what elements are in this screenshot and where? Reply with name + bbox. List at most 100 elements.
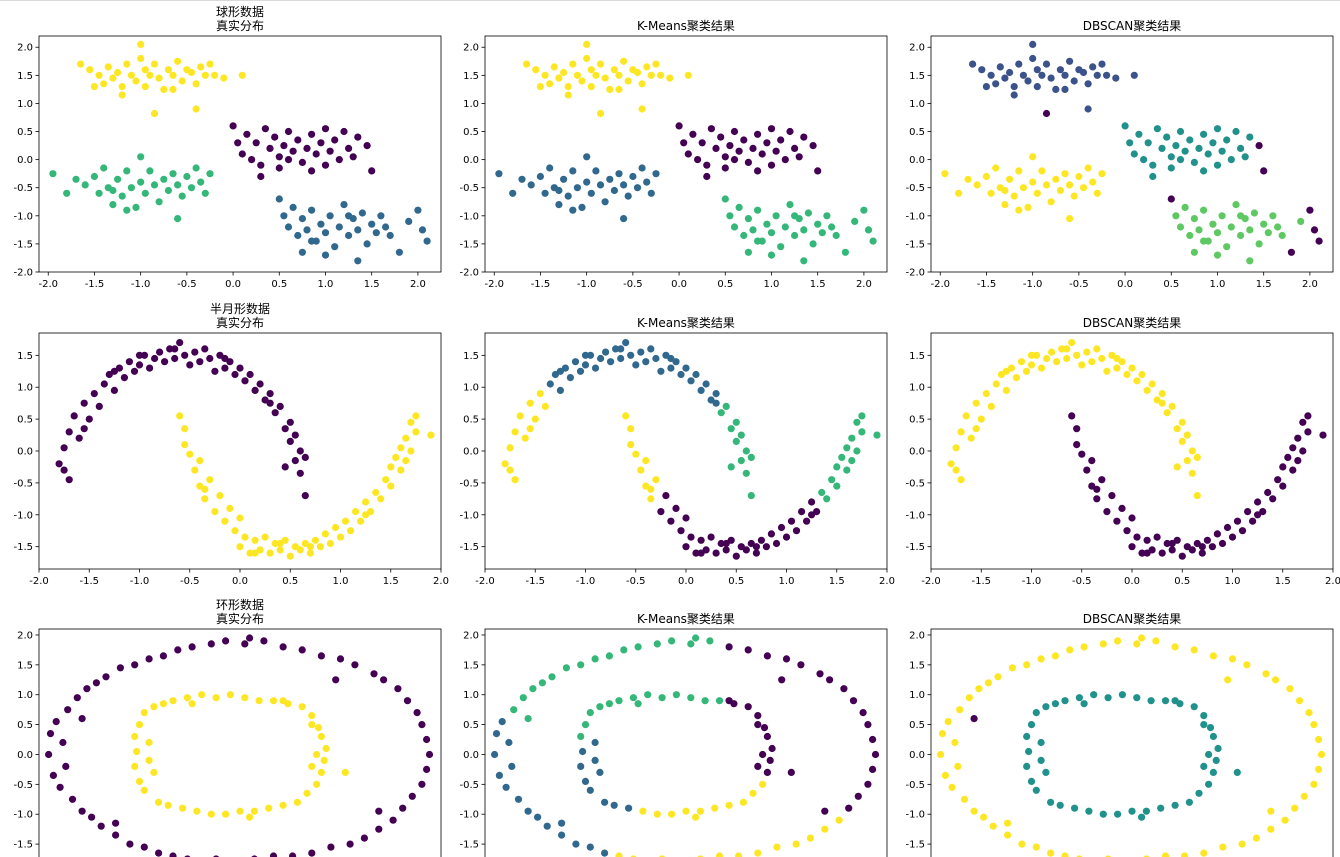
scatter-point — [672, 691, 681, 699]
scatter-point — [818, 488, 826, 497]
scatter-point — [747, 453, 755, 461]
scatter-point — [1015, 167, 1023, 175]
scatter-point — [1089, 63, 1097, 71]
scatter-point — [787, 517, 796, 525]
scatter-point — [556, 386, 565, 394]
scatter-point — [712, 390, 720, 398]
scatter-point — [1084, 105, 1092, 113]
scatter-point — [596, 768, 604, 777]
scatter-point — [759, 750, 767, 759]
scatter-points — [45, 634, 434, 857]
scatter-point — [1032, 709, 1040, 717]
scatter-point — [236, 807, 244, 815]
scatter-point — [506, 466, 514, 474]
scatter-point — [703, 161, 711, 169]
scatter-point — [1297, 217, 1305, 225]
scatter-point — [1279, 463, 1287, 471]
scatter-point — [70, 412, 78, 420]
scatter-point — [506, 444, 514, 452]
scatter-point — [1237, 231, 1245, 240]
scatter-point — [712, 399, 720, 407]
scatter-point — [1113, 517, 1121, 525]
scatter-point — [529, 685, 537, 693]
scatter-point — [317, 220, 325, 228]
scatter-point — [1153, 125, 1161, 133]
scatter-point — [1088, 358, 1096, 366]
scatter-point — [744, 158, 753, 166]
scatter-point — [231, 527, 239, 535]
scatter-point — [768, 744, 776, 753]
y-tick-label: 2.0 — [463, 630, 479, 641]
scatter-point — [548, 673, 556, 681]
scatter-point — [198, 691, 206, 699]
scatter-point — [109, 186, 117, 195]
scatter-point — [804, 209, 813, 217]
scatter-point — [583, 40, 591, 49]
scatter-point — [271, 133, 279, 141]
scatter-point — [1061, 71, 1069, 79]
scatter-point — [754, 721, 762, 729]
scatter-point — [346, 840, 354, 848]
scatter-point — [737, 431, 745, 439]
scatter-point — [291, 431, 299, 439]
scatter-point — [427, 431, 435, 439]
scatter-point — [869, 735, 877, 744]
scatter-point — [412, 428, 420, 436]
scatter-point — [216, 492, 224, 500]
scatter-point — [821, 825, 829, 833]
y-tick-label: -1.5 — [905, 239, 925, 250]
scatter-point — [174, 646, 182, 654]
scatter-point — [644, 691, 652, 699]
scatter-point — [114, 175, 122, 183]
y-tick-label: -1.0 — [905, 211, 925, 222]
x-tick-label: 2.0 — [1302, 279, 1318, 290]
scatter-point — [725, 697, 733, 705]
scatter-point — [236, 364, 244, 372]
x-tick-label: -0.5 — [177, 279, 197, 290]
scatter-point — [1147, 697, 1155, 705]
scatter-point — [833, 482, 841, 490]
scatter-point — [386, 231, 394, 240]
scatter-point — [412, 412, 420, 420]
y-tick-label: 1.0 — [17, 383, 33, 394]
subplot-1-1: -2.0 -1.5 -1.0 -0.5 0.0 0.5 1.0 1.5 2.0 -1.5 -1.0 -… — [459, 316, 894, 587]
scatter-point — [181, 351, 189, 359]
scatter-point — [682, 514, 690, 522]
scatter-point — [732, 552, 740, 560]
scatter-point — [141, 66, 149, 74]
y-tick-label: -1.0 — [459, 211, 479, 222]
scatter-point — [702, 380, 710, 388]
scatter-point — [294, 136, 302, 144]
scatter-point — [423, 735, 431, 744]
scatter-point — [586, 709, 594, 717]
y-tick-label: -1.0 — [13, 810, 33, 821]
scatter-point — [869, 765, 877, 774]
scatter-point — [1186, 231, 1194, 240]
scatter-point — [188, 700, 196, 708]
scatter-point — [1085, 807, 1093, 815]
x-tick-label: 1.0 — [1225, 576, 1241, 587]
scatter-point — [1019, 71, 1027, 79]
scatter-point — [841, 248, 850, 256]
scatter-point — [954, 762, 962, 771]
scatter-point — [1118, 504, 1126, 512]
scatter-point — [1024, 77, 1032, 85]
scatter-point — [754, 206, 762, 214]
scatter-point — [336, 655, 345, 663]
scatter-point — [1212, 756, 1220, 765]
scatter-point — [1027, 351, 1036, 359]
scatter-point — [786, 201, 794, 209]
scatter-point — [135, 777, 144, 786]
scatter-point — [1310, 780, 1318, 788]
scatter-point — [832, 231, 840, 240]
scatter-point — [181, 441, 189, 449]
scatter-point — [615, 85, 623, 93]
scatter-point — [59, 738, 67, 747]
scatter-point — [1227, 223, 1235, 231]
scatter-point — [1098, 476, 1106, 484]
scatter-point — [1075, 694, 1083, 702]
y-tick-label: 1.0 — [463, 99, 479, 110]
scatter-point — [183, 694, 191, 702]
scatter-point — [798, 508, 806, 516]
scatter-point — [1063, 354, 1071, 363]
